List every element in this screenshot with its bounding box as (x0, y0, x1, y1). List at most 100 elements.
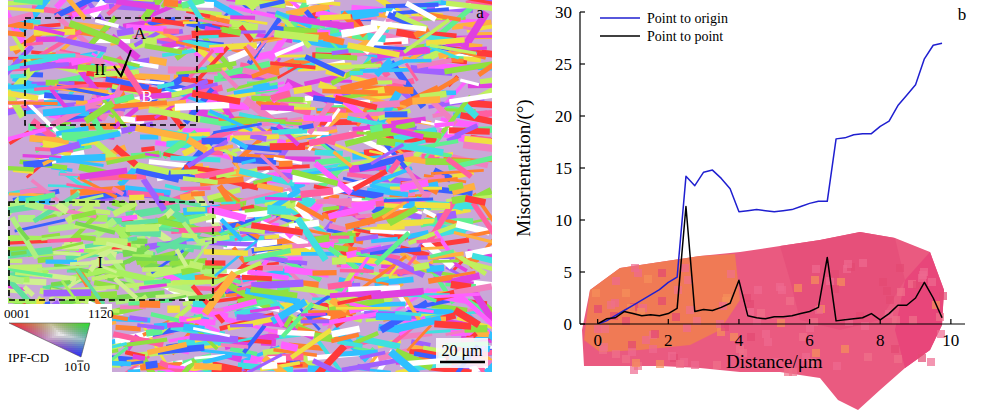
lath (404, 59, 432, 63)
ipf-cell (24, 342, 26, 344)
lath (460, 10, 489, 50)
lath (18, 215, 35, 222)
lath (449, 91, 492, 104)
lath (434, 321, 471, 330)
lath (260, 154, 291, 184)
lath (265, 197, 302, 201)
ipf-cell (10, 330, 12, 332)
ipf-cell (26, 332, 28, 334)
lath (48, 223, 75, 232)
ipf-cell (34, 338, 36, 340)
ipf-cell (26, 344, 28, 346)
lath (180, 186, 210, 191)
ipf-cell (30, 330, 32, 332)
lath (144, 279, 171, 285)
ipf-cell (20, 346, 22, 348)
lath (53, 251, 80, 256)
lath (421, 294, 437, 303)
lath (306, 0, 334, 5)
lath (376, 276, 390, 282)
scale-bar (440, 361, 485, 364)
ipf-cell (24, 336, 26, 338)
ipf-cell (34, 336, 36, 338)
lath (95, 19, 119, 29)
ipf-cell (30, 326, 32, 328)
lath (424, 177, 458, 184)
lath (430, 44, 477, 55)
lath (8, 127, 47, 142)
ipf-cell (14, 334, 16, 336)
ipf-cell (12, 346, 14, 348)
ipf-cell (38, 332, 40, 334)
lath (44, 92, 84, 101)
lath (464, 136, 492, 147)
ipf-cell (12, 338, 14, 340)
lath (303, 115, 332, 122)
lath (270, 90, 291, 101)
lath (416, 238, 440, 243)
lath (204, 249, 248, 256)
ipf-cell (8, 330, 10, 332)
lath (34, 26, 65, 36)
ipf-cell (12, 340, 14, 342)
ipf-cell (34, 342, 36, 344)
ipf-cell (38, 338, 40, 340)
lath (279, 161, 293, 167)
ipf-cell (36, 332, 38, 334)
lath (106, 241, 137, 252)
lath (157, 82, 175, 90)
lath (270, 143, 305, 151)
ipf-cell (32, 326, 34, 328)
lath (460, 78, 479, 86)
ipf-cell (22, 340, 24, 342)
point-label: B (141, 87, 152, 106)
ipf-cell (30, 324, 32, 326)
lath (8, 29, 26, 37)
lath (219, 185, 240, 202)
ipf-cell (20, 332, 22, 334)
ipf-cell (24, 344, 26, 346)
lath (434, 121, 454, 127)
ipf-cell (36, 324, 38, 326)
lath (175, 102, 230, 111)
lath (75, 221, 116, 235)
lath (383, 42, 401, 45)
lath (135, 124, 187, 141)
ipf-cell (30, 336, 32, 338)
ipf-cell (8, 324, 10, 326)
ipf-cell (18, 338, 20, 340)
ipf-cell (8, 334, 10, 336)
ipf-cell (36, 328, 38, 330)
lath (332, 257, 346, 265)
lath (405, 1, 437, 22)
ipf-cell (14, 330, 16, 332)
lath (340, 269, 374, 273)
lath (243, 248, 291, 263)
lath (59, 325, 82, 333)
ipf-cell (28, 342, 30, 344)
lath (8, 298, 36, 303)
ipf-cell (38, 330, 40, 332)
lath (189, 213, 216, 224)
lath (10, 74, 26, 79)
ipf-cell (18, 340, 20, 342)
ipf-cell (8, 338, 10, 340)
ipf-cell (26, 324, 28, 326)
ipf-cell (14, 340, 16, 342)
lath (171, 169, 198, 174)
ipf-cell (26, 338, 28, 340)
ipf-cell (12, 328, 14, 330)
ipf-cell (18, 324, 20, 326)
lath (242, 275, 272, 281)
lath (230, 324, 253, 328)
arrow-head (114, 64, 126, 76)
lath (320, 14, 351, 21)
ipf-cell (26, 336, 28, 338)
ipf-cell (24, 346, 26, 348)
ipf-cell (32, 342, 34, 344)
lath (388, 159, 401, 174)
lath (288, 256, 303, 260)
scale-label: 20 μm (441, 342, 483, 360)
lath (257, 183, 284, 193)
ipf-cell (28, 344, 30, 346)
